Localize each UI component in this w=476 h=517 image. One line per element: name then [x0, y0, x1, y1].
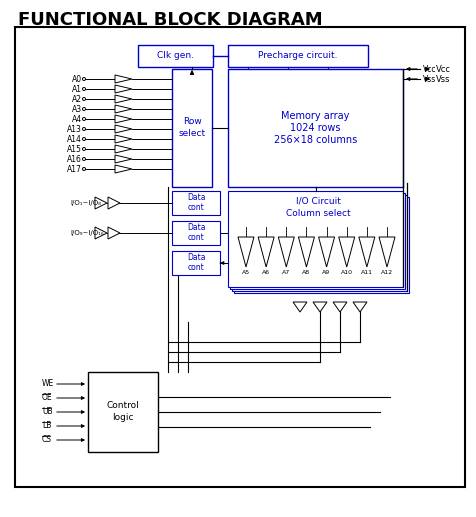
FancyBboxPatch shape: [88, 372, 158, 452]
Text: A10: A10: [341, 270, 353, 276]
FancyBboxPatch shape: [232, 195, 407, 291]
Text: Memory array: Memory array: [281, 111, 350, 121]
Text: cont: cont: [188, 204, 204, 212]
FancyBboxPatch shape: [172, 221, 220, 245]
Polygon shape: [278, 237, 294, 267]
Text: A11: A11: [361, 270, 373, 276]
FancyBboxPatch shape: [138, 45, 213, 67]
Text: I/O Circuit: I/O Circuit: [296, 196, 341, 205]
Polygon shape: [115, 125, 132, 133]
Text: select: select: [178, 129, 206, 139]
Text: UB: UB: [42, 407, 53, 417]
Text: Precharge circuit.: Precharge circuit.: [258, 52, 338, 60]
FancyBboxPatch shape: [172, 69, 212, 187]
Text: A13: A13: [67, 125, 82, 133]
Text: A5: A5: [242, 270, 250, 276]
FancyBboxPatch shape: [15, 27, 465, 487]
Polygon shape: [359, 237, 375, 267]
Text: Vss: Vss: [436, 74, 450, 84]
Polygon shape: [293, 302, 307, 312]
Text: Vss: Vss: [423, 74, 436, 84]
Text: A15: A15: [67, 144, 82, 154]
Text: OE: OE: [42, 393, 53, 403]
Polygon shape: [339, 237, 355, 267]
Text: A4: A4: [72, 114, 82, 124]
FancyBboxPatch shape: [228, 191, 403, 287]
Text: A17: A17: [67, 164, 82, 174]
Polygon shape: [318, 237, 335, 267]
Polygon shape: [115, 135, 132, 143]
Polygon shape: [115, 105, 132, 113]
Polygon shape: [95, 197, 107, 209]
Text: Column select: Column select: [286, 208, 351, 218]
Polygon shape: [95, 227, 107, 239]
Text: FUNCTIONAL BLOCK DIAGRAM: FUNCTIONAL BLOCK DIAGRAM: [18, 11, 323, 29]
Text: Row: Row: [183, 117, 201, 127]
Text: cont: cont: [188, 264, 204, 272]
Text: Vcc: Vcc: [423, 65, 436, 73]
Text: cont: cont: [188, 234, 204, 242]
Text: A7: A7: [282, 270, 290, 276]
Text: WE: WE: [42, 379, 54, 388]
Text: I/O₁~I/O₈: I/O₁~I/O₈: [70, 200, 101, 206]
Polygon shape: [379, 237, 395, 267]
FancyBboxPatch shape: [228, 45, 368, 67]
Text: Data: Data: [187, 223, 205, 233]
Text: A8: A8: [302, 270, 310, 276]
Text: LB: LB: [42, 421, 51, 431]
FancyBboxPatch shape: [172, 251, 220, 275]
FancyBboxPatch shape: [234, 197, 409, 293]
Text: A14: A14: [67, 134, 82, 144]
FancyBboxPatch shape: [230, 193, 405, 289]
Text: Clk gen.: Clk gen.: [157, 52, 194, 60]
Text: A1: A1: [72, 84, 82, 94]
Text: A6: A6: [262, 270, 270, 276]
Text: A3: A3: [72, 104, 82, 114]
Text: A0: A0: [72, 74, 82, 84]
FancyBboxPatch shape: [228, 69, 403, 187]
Polygon shape: [115, 145, 132, 153]
Polygon shape: [353, 302, 367, 312]
Polygon shape: [108, 197, 120, 209]
Polygon shape: [115, 115, 132, 123]
Text: logic: logic: [112, 414, 134, 422]
FancyBboxPatch shape: [172, 191, 220, 215]
Text: Control: Control: [107, 402, 139, 410]
Text: A16: A16: [67, 155, 82, 163]
Text: 256×18 columns: 256×18 columns: [274, 135, 357, 145]
Text: A2: A2: [72, 95, 82, 103]
Polygon shape: [313, 302, 327, 312]
Polygon shape: [115, 95, 132, 103]
Polygon shape: [258, 237, 274, 267]
Text: Vcc: Vcc: [436, 65, 451, 73]
Text: CS: CS: [42, 435, 52, 445]
Polygon shape: [115, 75, 132, 83]
Polygon shape: [115, 165, 132, 173]
Text: A12: A12: [381, 270, 393, 276]
Text: A9: A9: [322, 270, 331, 276]
Text: Data: Data: [187, 193, 205, 203]
Polygon shape: [115, 85, 132, 93]
Polygon shape: [108, 227, 120, 239]
Text: 1024 rows: 1024 rows: [290, 123, 341, 133]
Text: Data: Data: [187, 253, 205, 263]
Polygon shape: [298, 237, 315, 267]
Text: I/O₉~I/O₁₆: I/O₉~I/O₁₆: [70, 230, 104, 236]
Polygon shape: [115, 155, 132, 163]
Polygon shape: [333, 302, 347, 312]
Polygon shape: [238, 237, 254, 267]
